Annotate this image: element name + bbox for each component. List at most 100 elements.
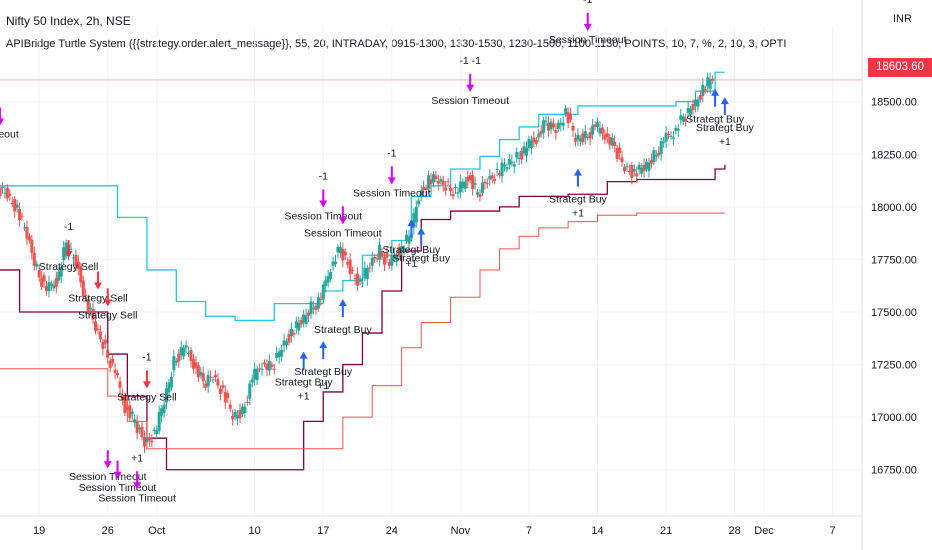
- candle: [627, 171, 631, 173]
- candle: [419, 190, 423, 197]
- candle: [402, 247, 406, 252]
- candle: [311, 307, 315, 309]
- x-tick-label: 14: [591, 525, 603, 537]
- sell-arrow-icon: [64, 239, 73, 258]
- candle: [30, 239, 34, 254]
- candle: [542, 120, 546, 133]
- candle: [319, 298, 323, 300]
- candle: [529, 140, 533, 148]
- candle: [253, 368, 257, 380]
- candle: [216, 379, 220, 386]
- candle: [275, 353, 279, 358]
- candle: [517, 157, 521, 159]
- x-tick-label: 26: [102, 525, 114, 537]
- signal-label: Strategt Buy: [294, 366, 353, 378]
- candle: [47, 282, 51, 291]
- candle: [118, 381, 122, 388]
- y-tick-label: 18000.00: [871, 202, 917, 214]
- candle: [272, 368, 276, 370]
- candle: [480, 182, 484, 194]
- candle: [387, 262, 391, 266]
- candle: [645, 161, 648, 170]
- candle: [299, 320, 303, 325]
- candle: [512, 164, 516, 167]
- sell-arrow-icon: [142, 370, 151, 389]
- candle: [233, 411, 237, 418]
- candle: [556, 122, 560, 130]
- x-tick-label: 7: [526, 525, 532, 537]
- candle: [507, 159, 511, 165]
- candle: [52, 285, 56, 289]
- candle: [600, 127, 604, 134]
- candle: [260, 368, 264, 370]
- candle: [32, 253, 36, 266]
- candle: [701, 84, 705, 96]
- candle: [706, 77, 710, 87]
- candle: [331, 261, 335, 266]
- candle: [189, 350, 193, 361]
- currency-label: INR: [893, 13, 912, 25]
- candle: [637, 164, 641, 170]
- candle: [463, 181, 467, 189]
- candle: [586, 136, 590, 138]
- candle: [250, 379, 254, 383]
- candle: [289, 328, 293, 337]
- signal-label: Strategt Buy: [392, 253, 451, 265]
- candle: [703, 89, 707, 91]
- candle: [483, 181, 487, 184]
- candle: [417, 200, 421, 205]
- candle: [561, 122, 565, 126]
- candle: [593, 124, 597, 127]
- candle: [537, 133, 541, 138]
- x-tick-label: 19: [33, 525, 45, 537]
- candle: [69, 248, 73, 250]
- candle: [194, 362, 198, 368]
- candle: [476, 192, 480, 195]
- candle: [485, 183, 489, 185]
- candle: [240, 406, 244, 415]
- signal-label: Session Timeout: [284, 210, 362, 222]
- candle: [204, 383, 208, 388]
- exit-arrow-icon: [103, 450, 112, 469]
- candle: [657, 152, 661, 156]
- candle: [45, 285, 49, 291]
- candle: [461, 181, 465, 188]
- candle: [221, 385, 225, 388]
- candle: [581, 133, 585, 143]
- candle: [22, 227, 26, 229]
- candle: [635, 173, 639, 177]
- candle: [449, 187, 453, 192]
- candle: [326, 276, 330, 283]
- indicator-legend[interactable]: APIBridge Turtle System ({{strategy.orde…: [6, 38, 786, 50]
- candle: [62, 247, 66, 261]
- candle: [209, 376, 213, 378]
- candle: [123, 395, 127, 413]
- candle: [392, 255, 396, 260]
- candle: [191, 358, 195, 369]
- sell-arrow-icon: [93, 271, 102, 290]
- candle: [400, 246, 404, 249]
- candle: [598, 127, 602, 134]
- candle: [40, 277, 44, 287]
- candle: [223, 391, 227, 403]
- exit-arrow-icon: [387, 166, 396, 185]
- buy-arrow-icon: [720, 97, 729, 116]
- y-tick-label: 17000.00: [871, 412, 917, 424]
- candle: [681, 116, 685, 122]
- candle: [434, 175, 438, 179]
- candle: [10, 202, 14, 204]
- candle: [348, 259, 352, 275]
- candle: [162, 404, 166, 413]
- signal-label: Strategt Buy: [696, 122, 755, 134]
- candle: [160, 408, 164, 416]
- exit-arrow-icon: [466, 73, 475, 92]
- candle: [76, 261, 80, 269]
- candle: [285, 341, 289, 346]
- candle: [106, 349, 110, 358]
- candle: [238, 410, 242, 419]
- candle: [130, 411, 134, 415]
- candle: [696, 99, 700, 107]
- candle: [422, 187, 426, 191]
- candle: [267, 360, 271, 371]
